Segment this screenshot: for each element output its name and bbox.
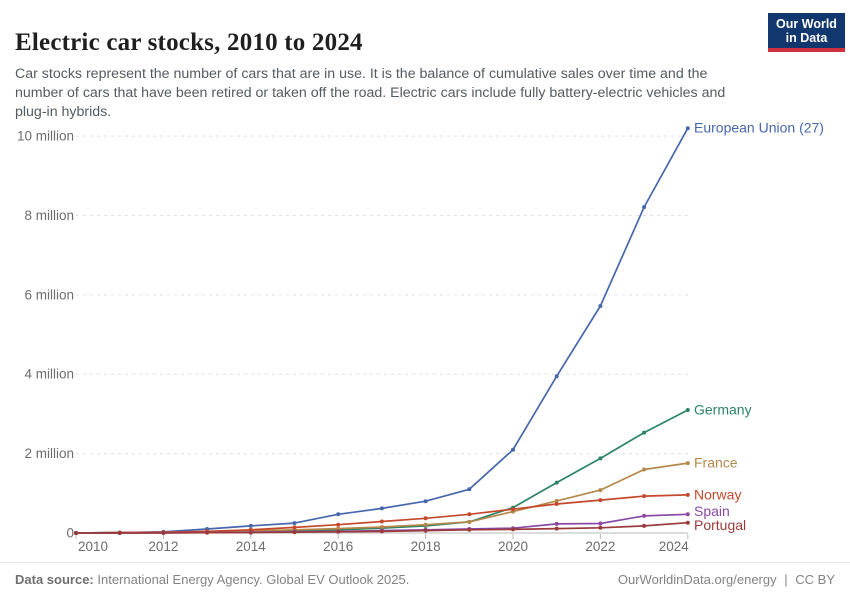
series-label-european-union-27[interactable]: European Union (27): [694, 120, 824, 136]
owid-logo[interactable]: Our World in Data: [768, 13, 845, 52]
data-point-spain-2022: [598, 521, 603, 526]
chart-footer: Data source: International Energy Agency…: [0, 563, 850, 587]
data-point-portugal-2019: [467, 527, 472, 532]
owid-url-link[interactable]: OurWorldinData.org/energy: [617, 572, 777, 587]
data-point-norway-2018: [423, 516, 428, 521]
data-point-france-2016: [336, 526, 341, 531]
data-point-spain-2024: [685, 512, 690, 517]
data-point-portugal-2011: [117, 531, 122, 535]
x-tick-label-2020: 2020: [498, 539, 528, 554]
data-point-france-2017: [379, 525, 384, 529]
x-tick-label-2022: 2022: [585, 539, 615, 554]
data-point-european-union-27-2020: [511, 447, 515, 452]
data-point-portugal-2021: [554, 526, 559, 531]
footer-links: OurWorldinData.org/energy | CC BY: [618, 572, 835, 587]
data-point-germany-2023: [642, 430, 647, 435]
data-point-portugal-2022: [598, 525, 603, 530]
data-point-france-2018: [423, 522, 428, 527]
data-point-portugal-2018: [423, 528, 428, 533]
data-point-european-union-27-2021: [554, 374, 559, 379]
data-point-european-union-27-2018: [423, 499, 428, 504]
data-point-france-2019: [467, 519, 472, 524]
data-point-spain-2021: [554, 521, 559, 526]
data-point-norway-2019: [467, 512, 472, 517]
x-tick-label-2012: 2012: [148, 539, 178, 554]
x-tick-label-2014: 2014: [236, 539, 267, 554]
y-tick-label-0: 0: [66, 526, 74, 541]
data-point-portugal-2017: [379, 529, 384, 534]
data-point-norway-2016: [336, 522, 341, 527]
owid-logo-line1: Our World: [776, 16, 837, 31]
y-tick-label-6-million: 6 million: [24, 287, 74, 302]
data-point-norway-2024: [685, 492, 690, 497]
series-markers-germany: [74, 408, 690, 535]
chart-subtitle: Car stocks represent the number of cars …: [15, 66, 726, 121]
data-point-european-union-27-2022: [598, 304, 603, 308]
data-point-european-union-27-2016: [336, 512, 341, 517]
data-point-germany-2024: [685, 408, 690, 412]
series-label-spain[interactable]: Spain: [694, 503, 730, 519]
y-tick-label-2-million: 2 million: [24, 446, 74, 461]
y-tick-label-4-million: 4 million: [24, 367, 74, 382]
data-point-norway-2023: [642, 494, 647, 499]
x-tick-label-2024: 2024: [659, 539, 690, 554]
page-title: Electric car stocks, 2010 to 2024: [15, 28, 363, 56]
data-point-european-union-27-2024: [685, 126, 690, 131]
data-point-norway-2015: [292, 525, 297, 530]
data-source-label: Data source:: [15, 572, 94, 587]
data-point-norway-2017: [379, 519, 384, 524]
data-point-france-2022: [598, 488, 603, 493]
data-point-norway-2020: [511, 507, 515, 512]
data-point-germany-2021: [554, 480, 559, 485]
data-point-germany-2022: [598, 456, 603, 461]
data-point-european-union-27-2017: [379, 506, 384, 511]
data-point-european-union-27-2023: [642, 205, 647, 210]
footer-separator: |: [784, 572, 788, 587]
series-label-france[interactable]: France: [694, 455, 738, 471]
data-point-france-2024: [685, 461, 690, 466]
data-point-portugal-2020: [511, 527, 515, 532]
data-point-portugal-2023: [642, 523, 647, 528]
data-point-portugal-2016: [336, 529, 341, 534]
data-point-portugal-2010: [74, 531, 78, 535]
data-point-norway-2022: [598, 498, 603, 503]
series-label-norway[interactable]: Norway: [694, 486, 741, 502]
x-tick-label-2018: 2018: [411, 539, 441, 554]
x-tick-label-2010: 2010: [78, 539, 108, 554]
series-markers-european-union-27: [74, 126, 690, 535]
footer-divider: [0, 562, 850, 563]
data-point-portugal-2014: [248, 530, 253, 535]
data-point-portugal-2013: [205, 530, 210, 535]
owid-logo-line2: in Data: [785, 30, 828, 45]
data-point-portugal-2012: [161, 531, 166, 535]
data-point-france-2021: [554, 498, 559, 503]
data-point-european-union-27-2015: [292, 521, 297, 526]
cc-by-link[interactable]: CC BY: [795, 572, 835, 587]
data-point-european-union-27-2014: [248, 523, 253, 528]
data-point-norway-2021: [554, 502, 559, 506]
data-source-text: International Energy Agency. Global EV O…: [97, 572, 410, 587]
data-point-portugal-2024: [685, 520, 690, 525]
y-tick-label-10-million: 10 million: [17, 129, 74, 144]
data-point-spain-2023: [642, 513, 647, 518]
series-label-portugal[interactable]: Portugal: [694, 517, 746, 533]
y-tick-label-8-million: 8 million: [24, 208, 74, 223]
data-source-note: Data source: International Energy Agency…: [15, 572, 409, 587]
x-tick-label-2016: 2016: [323, 539, 353, 554]
series-label-germany[interactable]: Germany: [694, 401, 752, 417]
data-point-european-union-27-2019: [467, 487, 472, 492]
data-point-portugal-2015: [292, 530, 297, 535]
series-markers-portugal: [74, 520, 690, 535]
series-line-european-union-27[interactable]: [75, 127, 689, 534]
series-line-germany[interactable]: [75, 409, 689, 534]
data-point-france-2023: [642, 467, 647, 472]
